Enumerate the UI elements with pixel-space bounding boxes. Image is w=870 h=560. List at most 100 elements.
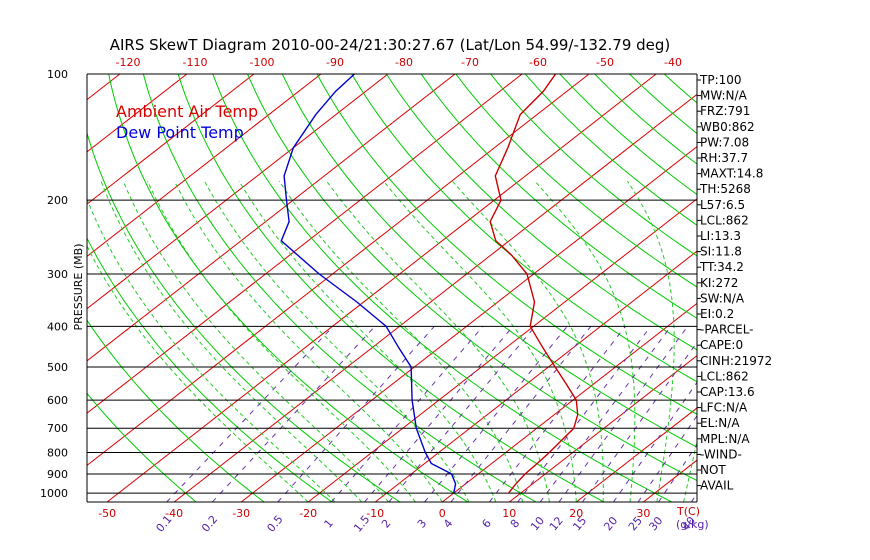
isotherm-line xyxy=(87,74,590,467)
bottom-temp-tick-labels: -50 -40 -30 -20 -10 0 10 20 30 xyxy=(98,507,650,520)
top-temp-tick-label: -60 xyxy=(529,56,547,69)
dry-adiabat-line xyxy=(629,74,697,135)
stability-index: L57:6.5 xyxy=(700,198,745,212)
pressure-tick-label: 900 xyxy=(47,468,68,481)
top-temp-tick-label: -90 xyxy=(326,56,344,69)
dry-adiabat-line xyxy=(559,74,697,196)
stability-index: CAP:13.6 xyxy=(700,385,755,399)
moist-adiabat-line xyxy=(87,244,309,502)
mixing-ratio-tick-label: 0.2 xyxy=(199,513,220,535)
dry-adiabat-line xyxy=(803,74,870,502)
bottom-temp-tick-label: -50 xyxy=(98,507,116,520)
series-line xyxy=(280,74,457,494)
isotherm-line xyxy=(173,93,697,502)
plot-frame xyxy=(86,73,698,503)
stability-index: WB0:862 xyxy=(700,120,755,134)
dry-adiabat-line xyxy=(838,74,870,502)
dry-adiabat-line xyxy=(87,131,401,502)
isotherm-line xyxy=(87,74,188,153)
mixing-ratio-tick-label: 6 xyxy=(479,517,493,531)
mixing-ratio-tick-label: 20 xyxy=(601,514,620,533)
dry-adiabat-line xyxy=(768,74,870,502)
mixing-ratio-line xyxy=(517,326,652,502)
legend-entry: Ambient Air Temp xyxy=(116,102,258,121)
pressure-tick-label: 800 xyxy=(47,447,68,460)
mixing-ratio-line xyxy=(613,381,697,502)
dry-adiabat-line xyxy=(663,74,697,104)
moist-adiabat-line xyxy=(173,180,443,502)
mixing-ratio-tick-label: 1 xyxy=(321,517,335,531)
top-temp-tick-label: -80 xyxy=(395,56,413,69)
stability-index: RH:37.7 xyxy=(700,151,748,165)
y-axis-label: PRESSURE (MB) xyxy=(72,244,85,331)
top-temp-tick-label: -40 xyxy=(664,56,682,69)
bottom-temp-tick-label: -30 xyxy=(232,507,250,520)
mixing-ratio-line xyxy=(558,326,689,502)
series-line xyxy=(489,74,579,494)
dry-adiabat-line xyxy=(420,74,697,319)
bottom-temp-tick-label: -20 xyxy=(299,507,317,520)
bottom-temp-tick-label: 30 xyxy=(636,507,650,520)
mixing-ratio-tick-label: 3 xyxy=(415,517,429,531)
isotherm-line xyxy=(0,74,53,502)
isotherm-line xyxy=(87,74,121,101)
mixing-ratio-line xyxy=(488,326,626,502)
isotherm-line xyxy=(441,302,697,502)
top-temp-tick-label: -70 xyxy=(461,56,479,69)
mixing-ratio-tick-label: 0.5 xyxy=(265,513,286,535)
pressure-tick-label: 700 xyxy=(47,422,68,435)
stability-index: TT:34.2 xyxy=(699,260,744,274)
isotherm-line xyxy=(777,74,870,502)
moist-adiabat-line xyxy=(383,180,577,502)
dry-adiabat-line xyxy=(177,74,605,502)
dry-adiabat-line xyxy=(594,74,697,165)
legend-entry: Dew Point Temp xyxy=(116,123,244,142)
top-temp-tick-label: -110 xyxy=(183,56,208,69)
dry-adiabat-line xyxy=(490,74,697,257)
bottom-temp-tick-label: 0 xyxy=(439,507,446,520)
moist-adiabat-line xyxy=(626,180,675,502)
mixing-ratio-line xyxy=(450,326,592,502)
mixing-ratio-line xyxy=(166,325,334,502)
isotherm-line xyxy=(87,74,322,258)
isotherm-line xyxy=(240,146,697,502)
pressure-tick-label: 300 xyxy=(47,268,68,281)
isotherm-line xyxy=(87,74,255,205)
mixing-ratio-tick-label: 10 xyxy=(528,514,547,533)
mixing-ratio-line xyxy=(364,326,514,502)
stability-index: AVAIL xyxy=(700,479,734,493)
pressure-tick-label: 1000 xyxy=(40,487,68,500)
stability-index: FRZ:791 xyxy=(700,104,750,118)
bottom-temp-tick-label: -40 xyxy=(165,507,183,520)
top-temp-tick-labels: -120 -110 -100 -90 -80 -70 -60 -50 -40 xyxy=(116,56,682,69)
dry-adiabat-line xyxy=(385,74,697,351)
dry-adiabat-line xyxy=(455,74,697,288)
pressure-tick-labels: 100 200 300 400 500 600 700 800 900 1000 xyxy=(40,68,68,500)
moist-adiabat-line xyxy=(122,180,389,502)
chart-title: AIRS SkewT Diagram 2010-00-24/21:30:27.6… xyxy=(110,36,671,54)
stability-index: LI:13.3 xyxy=(700,229,741,243)
isotherm-line xyxy=(87,74,523,414)
moist-adiabat-line xyxy=(100,180,363,502)
legend: Ambient Air Temp Dew Point Temp xyxy=(116,102,258,142)
mixing-ratio-tick-label: 4 xyxy=(441,517,455,531)
stability-index: EI:0.2 xyxy=(700,307,734,321)
mixing-ratio-line xyxy=(539,326,672,502)
pressure-tick-label: 400 xyxy=(47,320,68,333)
dry-adiabat-line xyxy=(87,392,197,502)
stability-index: LCL:862 xyxy=(700,369,749,383)
stability-index: CAPE:0 xyxy=(700,338,743,352)
pressure-tick-label: 200 xyxy=(47,194,68,207)
stability-index: -WIND- xyxy=(700,447,742,461)
top-temp-tick-label: -120 xyxy=(116,56,141,69)
stability-index: TP:100 xyxy=(699,73,742,87)
pressure-tick-label: 500 xyxy=(47,361,68,374)
mixing-ratio-tick-label: 12 xyxy=(547,514,566,533)
bottom-temp-tick-label: -10 xyxy=(366,507,384,520)
pressure-tick-label: 100 xyxy=(47,68,68,81)
stability-index: SW:N/A xyxy=(700,291,745,305)
dry-adiabat-line xyxy=(247,74,697,482)
mixing-ratio-line xyxy=(388,326,536,502)
stability-index: TH:5268 xyxy=(699,182,751,196)
